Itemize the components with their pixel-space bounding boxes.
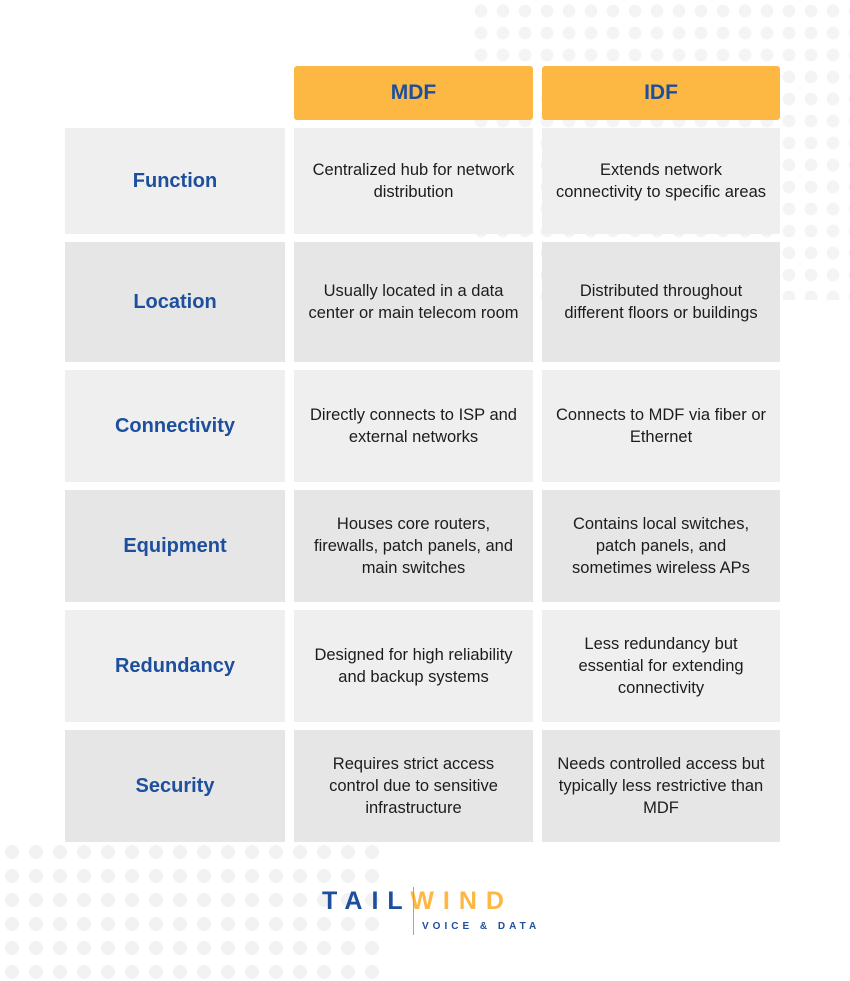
mdf-cell: Designed for high reliability and backup… [294,610,533,722]
row-label: Location [65,242,285,362]
idf-cell: Distributed throughout different floors … [542,242,780,362]
logo-divider [413,887,414,935]
empty-corner [65,66,285,120]
mdf-cell: Houses core routers, firewalls, patch pa… [294,490,533,602]
idf-cell: Less redundancy but essential for extend… [542,610,780,722]
idf-cell: Connects to MDF via fiber or Ethernet [542,370,780,482]
mdf-cell: Usually located in a data center or main… [294,242,533,362]
row-label: Connectivity [65,370,285,482]
idf-cell: Extends network connectivity to specific… [542,128,780,234]
idf-cell: Contains local switches, patch panels, a… [542,490,780,602]
logo-wind: WIND [410,887,513,915]
logo-tagline: VOICE & DATA [422,921,541,932]
mdf-cell: Centralized hub for network distribution [294,128,533,234]
comparison-table: MDF IDF Function Centralized hub for net… [65,66,780,842]
header-idf: IDF [542,66,780,120]
mdf-cell: Directly connects to ISP and external ne… [294,370,533,482]
row-label: Equipment [65,490,285,602]
idf-cell: Needs controlled access but typically le… [542,730,780,842]
row-label: Redundancy [65,610,285,722]
mdf-cell: Requires strict access control due to se… [294,730,533,842]
row-label: Function [65,128,285,234]
tailwind-logo: TAILWIND VOICE & DATA [322,887,536,935]
background-decoration [0,840,380,981]
row-label: Security [65,730,285,842]
logo-tail: TAIL [322,887,411,915]
header-mdf: MDF [294,66,533,120]
